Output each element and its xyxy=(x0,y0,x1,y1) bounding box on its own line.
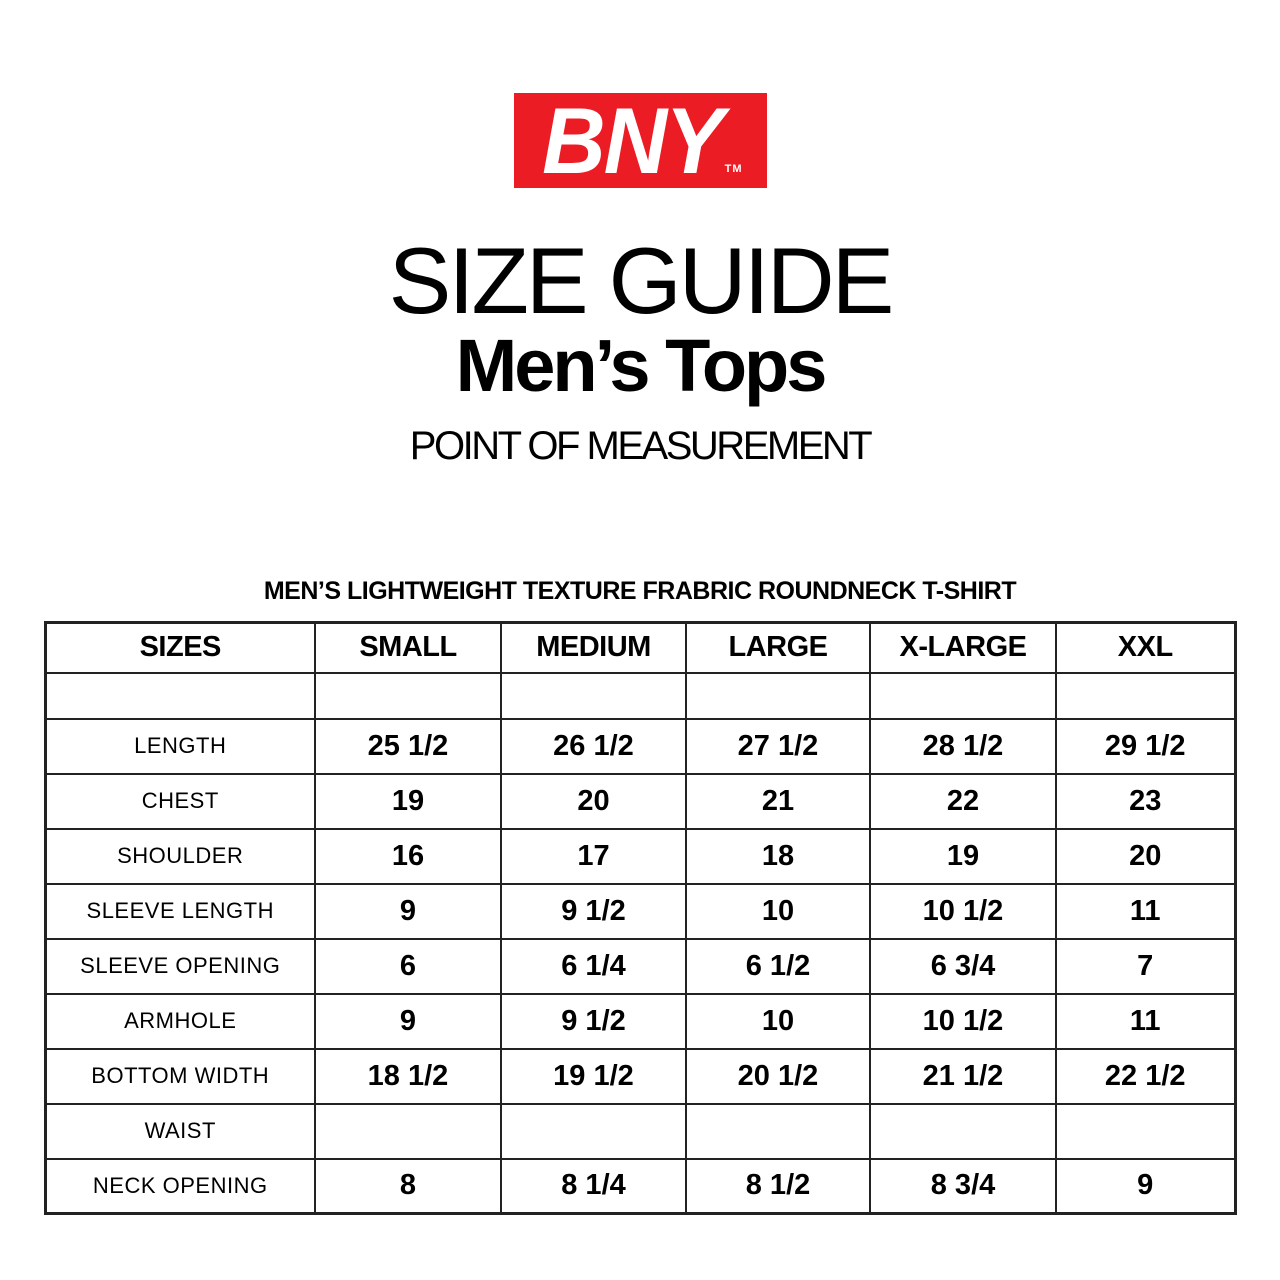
table-header-row: SIZES SMALL MEDIUM LARGE X-LARGE XXL xyxy=(44,621,1236,674)
table-row: ARMHOLE 9 9 1/2 10 10 1/2 11 xyxy=(44,992,1236,1050)
row-label: ARMHOLE xyxy=(44,992,316,1050)
measurement-cell: 10 xyxy=(685,882,871,940)
row-label: WAIST xyxy=(44,1102,316,1160)
measurement-cell: 29 1/2 xyxy=(1055,717,1236,775)
table-row: BOTTOM WIDTH 18 1/2 19 1/2 20 1/2 21 1/2 22 1… xyxy=(44,1047,1236,1105)
table-row: CHEST 19 20 21 22 23 xyxy=(44,772,1236,830)
measurement-cell: 22 1/2 xyxy=(1055,1047,1236,1105)
measurement-cell: 23 xyxy=(1055,772,1236,830)
measurement-cell: 26 1/2 xyxy=(500,717,687,775)
column-header-medium: MEDIUM xyxy=(500,621,687,674)
column-header-sizes: SIZES xyxy=(44,621,316,674)
measurement-cell: 28 1/2 xyxy=(869,717,1057,775)
spacer-row xyxy=(44,671,1236,720)
row-label: LENGTH xyxy=(44,717,316,775)
table-row: SLEEVE LENGTH 9 9 1/2 10 10 1/2 11 xyxy=(44,882,1236,940)
measurement-cell: 27 1/2 xyxy=(685,717,871,775)
column-header-large: LARGE xyxy=(685,621,871,674)
measurement-cell xyxy=(869,671,1057,720)
measurement-cell: 20 xyxy=(1055,827,1236,885)
measurement-cell: 18 xyxy=(685,827,871,885)
measurement-cell: 20 xyxy=(500,772,687,830)
measurement-cell: 6 3/4 xyxy=(869,937,1057,995)
table-row: SLEEVE OPENING 6 6 1/4 6 1/2 6 3/4 7 xyxy=(44,937,1236,995)
table-row: SHOULDER 16 17 18 19 20 xyxy=(44,827,1236,885)
measurement-cell xyxy=(685,1102,871,1160)
column-header-x-large: X-LARGE xyxy=(869,621,1057,674)
measurement-cell: 22 xyxy=(869,772,1057,830)
measurement-cell: 18 1/2 xyxy=(314,1047,502,1105)
measurement-cell: 9 1/2 xyxy=(500,882,687,940)
brand-logo-text: BNY xyxy=(542,87,724,193)
measurement-cell: 7 xyxy=(1055,937,1236,995)
measurement-cell: 21 1/2 xyxy=(869,1047,1057,1105)
brand-logo: BNY TM xyxy=(513,87,767,193)
row-label: CHEST xyxy=(44,772,316,830)
measurement-cell xyxy=(500,671,687,720)
column-header-xxl: XXL xyxy=(1055,621,1236,674)
measurement-cell xyxy=(314,1102,502,1160)
measurement-cell: 19 xyxy=(869,827,1057,885)
row-label: NECK OPENING xyxy=(44,1157,316,1215)
measurement-cell: 21 xyxy=(685,772,871,830)
table-caption: MEN’S LIGHTWEIGHT TEXTURE FRABRIC ROUNDN… xyxy=(263,577,1017,605)
measurement-cell: 9 xyxy=(1055,1157,1236,1215)
measurement-cell: 9 xyxy=(314,992,502,1050)
page-title: SIZE GUIDE xyxy=(388,228,895,333)
point-of-measurement-label: POINT OF MEASUREMENT xyxy=(409,424,873,468)
measurement-cell: 6 xyxy=(314,937,502,995)
measurement-cell: 19 xyxy=(314,772,502,830)
measurement-cell xyxy=(500,1102,687,1160)
measurement-cell: 10 1/2 xyxy=(869,992,1057,1050)
row-label: SLEEVE OPENING xyxy=(44,937,316,995)
measurement-cell xyxy=(314,671,502,720)
measurement-cell: 11 xyxy=(1055,882,1236,940)
table-row: WAIST xyxy=(44,1102,1236,1160)
column-header-small: SMALL xyxy=(314,621,502,674)
measurement-cell: 25 1/2 xyxy=(314,717,502,775)
measurement-cell: 9 1/2 xyxy=(500,992,687,1050)
measurement-cell: 8 xyxy=(314,1157,502,1215)
table-row: LENGTH 25 1/2 26 1/2 27 1/2 28 1/2 29 1/2 xyxy=(44,717,1236,775)
measurement-cell xyxy=(1055,1102,1236,1160)
measurement-cell: 8 1/2 xyxy=(685,1157,871,1215)
measurement-cell: 10 xyxy=(685,992,871,1050)
measurement-cell: 6 1/2 xyxy=(685,937,871,995)
row-label: BOTTOM WIDTH xyxy=(44,1047,316,1105)
row-label: SHOULDER xyxy=(44,827,316,885)
measurement-cell: 20 1/2 xyxy=(685,1047,871,1105)
measurement-cell: 19 1/2 xyxy=(500,1047,687,1105)
row-label xyxy=(44,671,316,720)
measurement-cell: 8 1/4 xyxy=(500,1157,687,1215)
page-subtitle: Men’s Tops xyxy=(455,324,828,407)
measurement-cell: 11 xyxy=(1055,992,1236,1050)
row-label: SLEEVE LENGTH xyxy=(44,882,316,940)
trademark-symbol: TM xyxy=(724,163,743,175)
measurement-cell: 17 xyxy=(500,827,687,885)
table-row: NECK OPENING 8 8 1/4 8 1/2 8 3/4 9 xyxy=(44,1157,1236,1215)
measurement-cell: 16 xyxy=(314,827,502,885)
measurement-cell xyxy=(685,671,871,720)
measurement-cell: 6 1/4 xyxy=(500,937,687,995)
size-chart-table: SIZES SMALL MEDIUM LARGE X-LARGE XXL LENGTH 25… xyxy=(43,621,1237,1215)
measurement-cell: 10 1/2 xyxy=(869,882,1057,940)
measurement-cell: 9 xyxy=(314,882,502,940)
measurement-cell xyxy=(869,1102,1057,1160)
measurement-cell xyxy=(1055,671,1236,720)
measurement-cell: 8 3/4 xyxy=(869,1157,1057,1215)
